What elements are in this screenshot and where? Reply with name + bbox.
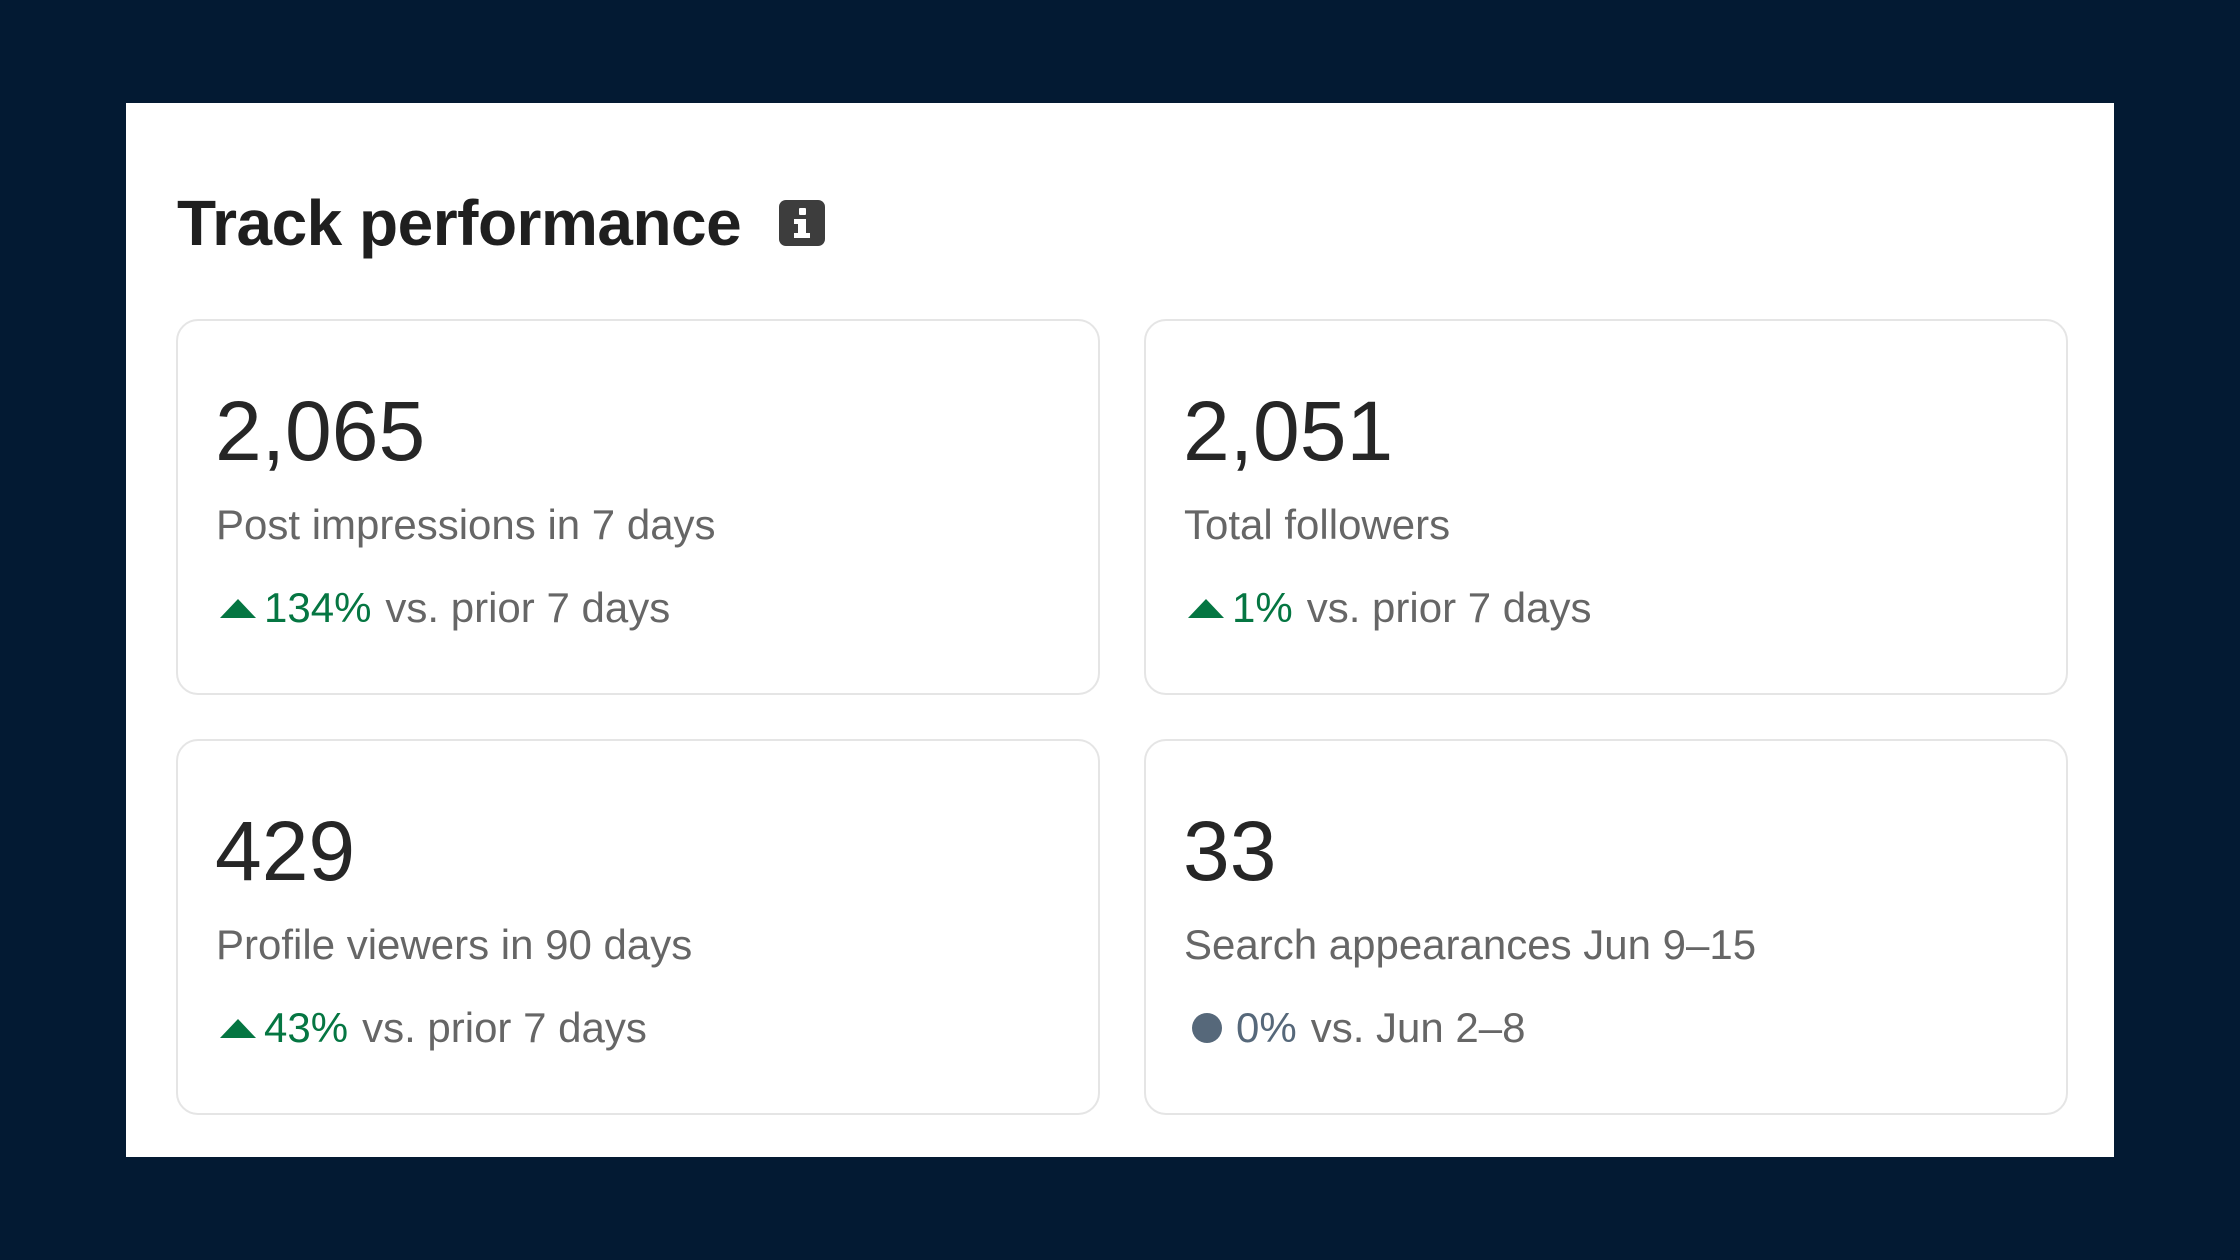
metric-label: Total followers [1184, 501, 1451, 548]
metric-value: 429 [215, 804, 356, 898]
metric-card-post-impressions[interactable]: 2,065 Post impressions in 7 days 134% vs… [176, 319, 1100, 695]
metric-card-total-followers[interactable]: 2,051 Total followers 1% vs. prior 7 day… [1144, 319, 2068, 695]
change-percent: 43% [264, 1004, 349, 1051]
metric-card-profile-viewers[interactable]: 429 Profile viewers in 90 days 43% vs. p… [176, 739, 1100, 1115]
metric-value: 33 [1183, 804, 1277, 898]
metric-label: Search appearances Jun 9–15 [1184, 921, 1757, 968]
metric-value: 2,051 [1183, 384, 1394, 478]
metric-label: Profile viewers in 90 days [216, 921, 693, 968]
metric-change: 134% vs. prior 7 days [218, 587, 670, 629]
metric-change: 43% vs. prior 7 days [218, 1007, 647, 1049]
panel-header: Track performance [177, 183, 826, 263]
change-percent: 134% [264, 584, 372, 631]
track-performance-panel: Track performance 2,065 Post impressions… [126, 103, 2114, 1157]
panel-title: Track performance [177, 187, 742, 259]
triangle-up-icon [218, 596, 258, 620]
change-comparison: vs. prior 7 days [362, 1004, 647, 1051]
change-percent: 0% [1236, 1004, 1297, 1051]
triangle-up-icon [1186, 596, 1226, 620]
info-icon[interactable] [779, 200, 826, 246]
metric-card-search-appearances[interactable]: 33 Search appearances Jun 9–15 0% vs. Ju… [1144, 739, 2068, 1115]
metric-value: 2,065 [215, 384, 426, 478]
change-comparison: vs. prior 7 days [385, 584, 671, 631]
triangle-up-icon [218, 1016, 258, 1040]
change-percent: 1% [1232, 584, 1293, 631]
metric-label: Post impressions in 7 days [216, 501, 716, 548]
change-comparison: vs. Jun 2–8 [1310, 1004, 1526, 1051]
neutral-dot-icon [1192, 1013, 1222, 1043]
change-comparison: vs. prior 7 days [1306, 584, 1592, 631]
metric-change: 1% vs. prior 7 days [1186, 587, 1591, 629]
metric-change: 0% vs. Jun 2–8 [1186, 1007, 1526, 1049]
